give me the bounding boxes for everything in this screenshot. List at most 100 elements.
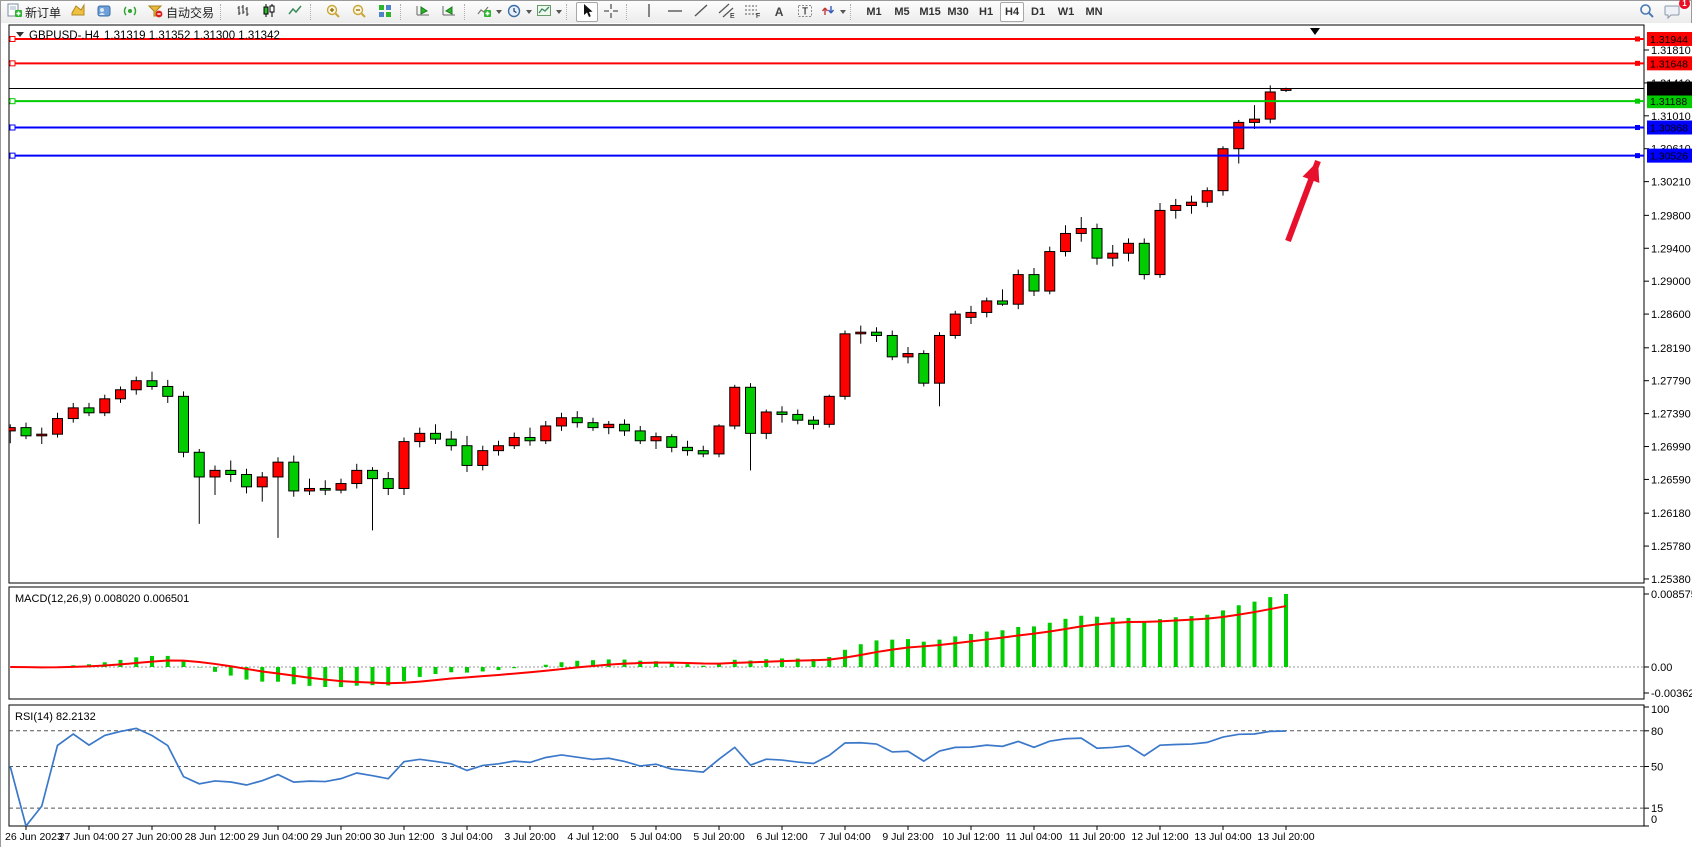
timeframe-button-m15[interactable]: M15	[919, 6, 941, 18]
zoom-in-button[interactable]	[320, 2, 346, 22]
chart-shift-marker[interactable]	[1310, 28, 1320, 35]
candle-body	[981, 300, 993, 313]
hline-handle	[1635, 60, 1640, 66]
timeframe-button-d1[interactable]: D1	[1031, 6, 1046, 18]
dropdown-caret-icon	[496, 10, 503, 14]
macd-pane: 0.008575 0.00 -0.003628	[9, 589, 1692, 700]
new-chart-button[interactable]	[65, 2, 91, 22]
candle-body	[1060, 232, 1071, 253]
date-label: 7 Jul 04:00	[819, 831, 871, 843]
horizontal-line-tool-button[interactable]	[662, 2, 688, 22]
macd-signal-line	[10, 605, 1287, 685]
timeframe-button-h1[interactable]: H1	[979, 6, 994, 18]
toolbar-separator	[400, 4, 407, 20]
price-badge-label: 1.31342	[1650, 84, 1688, 96]
candle-body	[477, 450, 489, 466]
indicators-button[interactable]	[474, 2, 504, 22]
timeframe-button-mn[interactable]: MN	[1085, 6, 1103, 18]
fibonacci-tool-button[interactable]: F	[740, 2, 766, 22]
chat-button[interactable]: 1	[1659, 0, 1690, 22]
chart-shift-icon	[441, 3, 457, 21]
candle-body	[729, 386, 741, 427]
tile-windows-button[interactable]	[372, 2, 398, 22]
text-icon: A	[774, 5, 784, 19]
auto-scroll-button[interactable]	[410, 2, 436, 22]
candle-body	[1233, 121, 1245, 150]
hline-handle	[1635, 153, 1640, 159]
candle-body	[587, 422, 599, 429]
search-button[interactable]	[1633, 2, 1659, 22]
timeframe-button-w1[interactable]: W1	[1057, 6, 1075, 18]
symbol-dropdown-icon[interactable]	[16, 32, 24, 37]
macd-header: MACD(12,26,9) 0.008020 0.006501	[15, 593, 189, 605]
trendline-tool-button[interactable]	[688, 2, 714, 22]
price-tick-label: 1.26590	[1651, 474, 1691, 486]
candle-body	[556, 417, 567, 427]
text-label-tool-button[interactable]: T	[792, 2, 818, 22]
zoom-in-icon	[325, 3, 341, 22]
vertical-line-tool-button[interactable]	[636, 2, 662, 22]
date-label: 6 Jul 12:00	[756, 831, 808, 843]
price-tick-label: 1.31810	[1651, 45, 1691, 57]
price-badge-label: 1.30868	[1650, 123, 1688, 135]
candle-body	[1249, 118, 1260, 123]
candle-body	[1123, 242, 1134, 254]
auto-trading-button[interactable]: 自动交易	[143, 2, 218, 22]
candle-body	[571, 417, 583, 424]
line-chart-icon	[287, 3, 303, 21]
community-button[interactable]	[117, 2, 143, 22]
zoom-out-button[interactable]	[346, 2, 372, 22]
candle-body	[241, 473, 252, 488]
profiles-button[interactable]	[91, 2, 117, 22]
arrow-annotation-head[interactable]	[1302, 161, 1320, 183]
crosshair-tool-button[interactable]	[598, 2, 624, 22]
template-icon	[536, 3, 552, 21]
annotations[interactable]	[1285, 28, 1321, 243]
rsi-axis-label: 15	[1651, 803, 1663, 815]
price-badge	[1647, 56, 1692, 71]
candle-body	[430, 432, 441, 440]
timeframe-button-h4[interactable]: H4	[1000, 2, 1025, 22]
rsi-axis-label: 50	[1651, 762, 1663, 774]
candle-body	[1201, 190, 1213, 203]
candle-body	[445, 438, 457, 447]
chart-window: 1.318101.314101.310101.306101.302101.298…	[1, 23, 1692, 848]
templates-button[interactable]	[534, 2, 564, 22]
hline-handle	[1635, 98, 1640, 104]
chart-title-symbol: GBPUSD-.H4	[29, 30, 100, 42]
equidistant-channel-tool-button[interactable]: E	[714, 2, 740, 22]
chat-bubble-icon	[1664, 3, 1681, 22]
candle-body	[713, 425, 725, 455]
horizontal-line-objects[interactable]	[9, 35, 1644, 159]
timeframe-button-m1[interactable]: M1	[866, 6, 882, 18]
bar-chart-button[interactable]	[230, 2, 256, 22]
candle-body	[1154, 209, 1166, 276]
candle-body	[855, 331, 867, 335]
price-tick-label: 1.25780	[1651, 541, 1691, 553]
toolbar-separator	[850, 4, 857, 20]
arrows-shapes-icon	[820, 3, 836, 21]
line-chart-button[interactable]	[282, 2, 308, 22]
macd-axis-label: -0.003628	[1651, 688, 1692, 700]
price-tick-label: 1.29800	[1651, 210, 1691, 222]
candle-body	[9, 427, 16, 432]
candlestick-chart-button[interactable]	[256, 2, 282, 22]
periods-button[interactable]	[504, 2, 534, 22]
arrows-tool-button[interactable]	[818, 2, 848, 22]
candle-body	[1170, 204, 1182, 211]
timeframe-button-m5[interactable]: M5	[894, 6, 910, 18]
date-label: 13 Jul 20:00	[1257, 831, 1314, 843]
indicators-icon	[476, 3, 492, 21]
candle-body	[1264, 91, 1276, 120]
date-label: 3 Jul 20:00	[504, 831, 556, 843]
new-order-button[interactable]: 新订单	[3, 2, 65, 22]
chart-canvas[interactable]: 1.318101.314101.310101.306101.302101.298…	[1, 23, 1692, 848]
text-tool-button[interactable]: A	[766, 2, 792, 22]
date-label: 26 Jun 2023	[5, 831, 63, 843]
chart-shift-button[interactable]	[436, 2, 462, 22]
chart-title-ohlc: 1.31319 1.31352 1.31300 1.31342	[104, 30, 280, 42]
cursor-tool-button[interactable]	[576, 2, 599, 22]
timeframe-button-m30[interactable]: M30	[947, 6, 969, 18]
date-label: 13 Jul 04:00	[1194, 831, 1251, 843]
price-tick-label: 1.28600	[1651, 309, 1691, 321]
